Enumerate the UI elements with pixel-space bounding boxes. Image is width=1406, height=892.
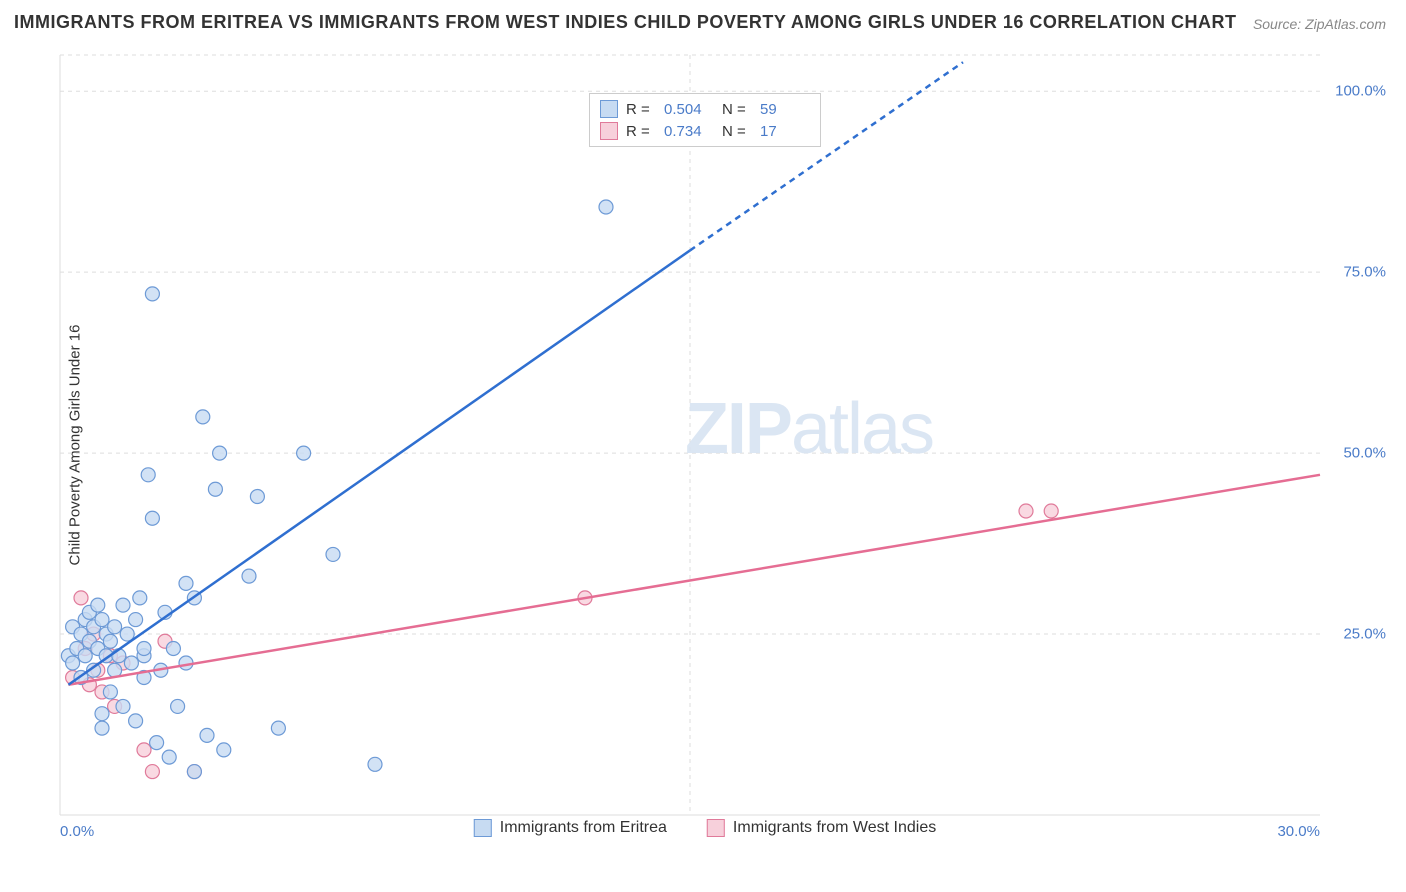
legend-row-westindies: R = 0.734 N = 17 <box>600 120 810 142</box>
chart-container: Child Poverty Among Girls Under 16 ZIPat… <box>55 45 1355 845</box>
y-tick: 100.0% <box>1326 83 1386 100</box>
source-attribution: Source: ZipAtlas.com <box>1253 16 1386 32</box>
y-tick: 75.0% <box>1326 264 1386 281</box>
swatch-eritrea-icon <box>474 819 492 837</box>
legend-item-eritrea: Immigrants from Eritrea <box>474 819 667 837</box>
y-tick: 25.0% <box>1326 626 1386 643</box>
correlation-legend: R = 0.504 N = 59 R = 0.734 N = 17 <box>589 93 821 147</box>
chart-title: IMMIGRANTS FROM ERITREA VS IMMIGRANTS FR… <box>14 12 1237 33</box>
legend-item-westindies: Immigrants from West Indies <box>707 819 936 837</box>
swatch-westindies <box>600 122 618 140</box>
legend-label-westindies: Immigrants from West Indies <box>733 819 936 837</box>
n-value-eritrea: 59 <box>760 101 810 118</box>
r-label: R = <box>626 123 656 140</box>
r-value-westindies: 0.734 <box>664 123 714 140</box>
legend-label-eritrea: Immigrants from Eritrea <box>500 819 667 837</box>
y-tick: 50.0% <box>1326 445 1386 462</box>
r-value-eritrea: 0.504 <box>664 101 714 118</box>
swatch-eritrea <box>600 100 618 118</box>
n-label: N = <box>722 123 752 140</box>
series-legend: Immigrants from Eritrea Immigrants from … <box>474 819 936 837</box>
swatch-westindies-icon <box>707 819 725 837</box>
r-label: R = <box>626 101 656 118</box>
x-tick: 30.0% <box>1277 823 1320 840</box>
n-label: N = <box>722 101 752 118</box>
n-value-westindies: 17 <box>760 123 810 140</box>
legend-row-eritrea: R = 0.504 N = 59 <box>600 98 810 120</box>
x-tick: 0.0% <box>60 823 94 840</box>
scatter-plot <box>55 45 1355 845</box>
